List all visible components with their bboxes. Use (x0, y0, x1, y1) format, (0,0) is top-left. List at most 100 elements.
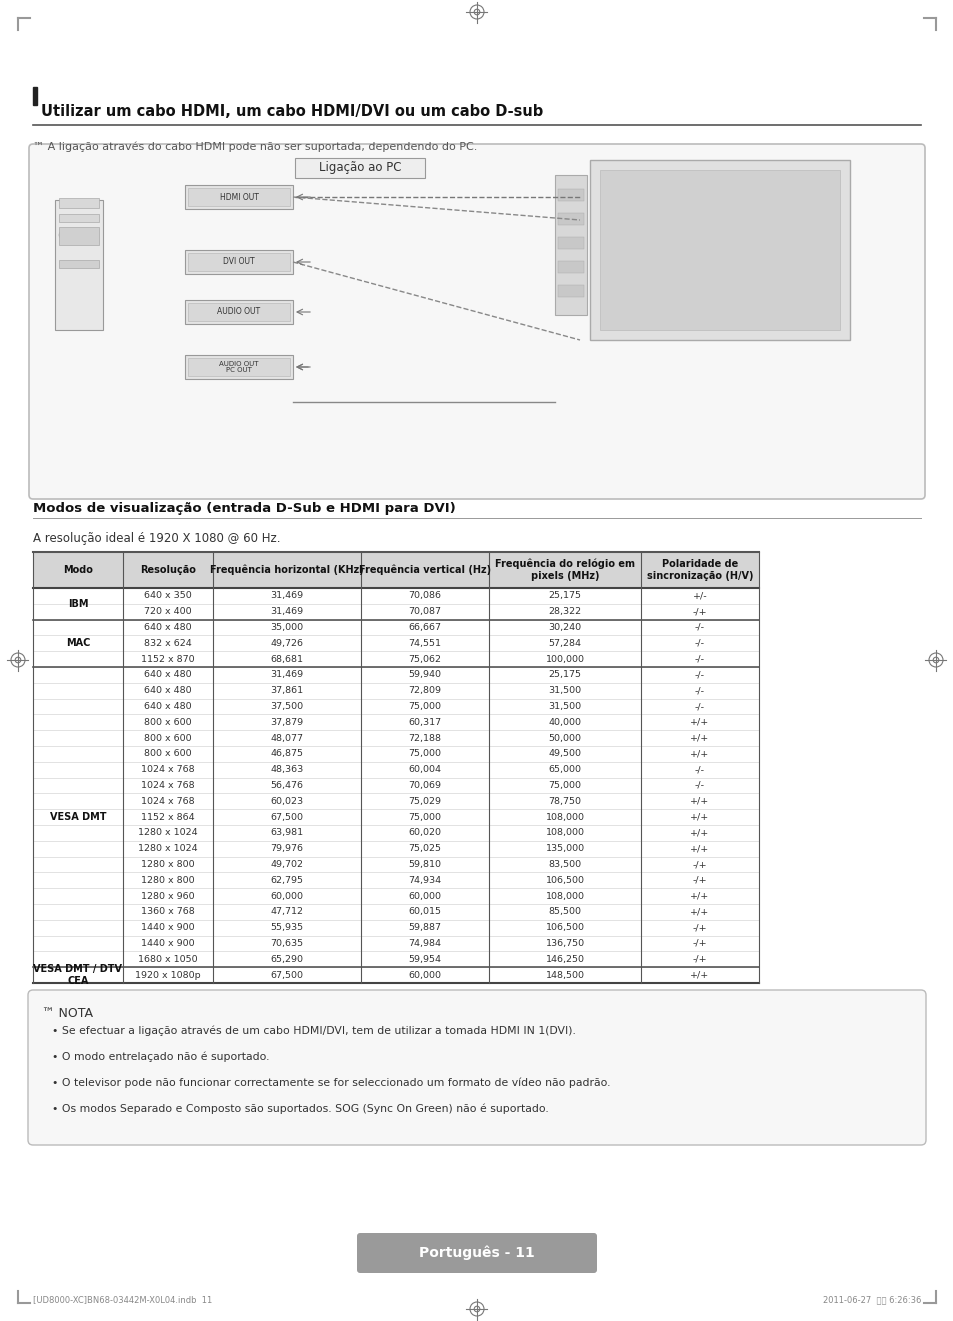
Text: 49,702: 49,702 (271, 860, 303, 869)
Bar (33, 683, 759, 699)
Bar (59, 198, 99, 207)
Bar (188, 358, 290, 376)
Text: • Se efectuar a ligação através de um cabo HDMI/DVI, tem de utilizar a tomada HD: • Se efectuar a ligação através de um ca… (52, 1025, 576, 1036)
Text: 800 x 600: 800 x 600 (144, 717, 192, 727)
Text: 59,887: 59,887 (408, 923, 441, 933)
Bar (33, 552, 759, 588)
Text: 1440 x 900: 1440 x 900 (141, 923, 194, 933)
Text: 62,795: 62,795 (271, 876, 303, 885)
Text: 79,976: 79,976 (271, 844, 303, 853)
Text: 60,000: 60,000 (408, 892, 441, 901)
Text: 31,500: 31,500 (548, 686, 581, 695)
Text: 640 x 480: 640 x 480 (144, 624, 192, 631)
Text: -/-: -/- (695, 765, 704, 774)
Text: 25,175: 25,175 (548, 670, 581, 679)
Text: +/+: +/+ (690, 797, 709, 806)
Text: 75,025: 75,025 (408, 844, 441, 853)
Text: 28,322: 28,322 (548, 608, 581, 616)
Text: +/-: +/- (692, 592, 706, 601)
Text: -/+: -/+ (692, 923, 706, 933)
Text: 60,020: 60,020 (408, 828, 441, 838)
Text: 70,635: 70,635 (270, 939, 303, 948)
Text: DVI OUT: DVI OUT (223, 258, 254, 267)
Text: ™ A ligação através do cabo HDMI pode não ser suportada, dependendo do PC.: ™ A ligação através do cabo HDMI pode nã… (33, 141, 476, 152)
Text: 46,875: 46,875 (271, 749, 303, 758)
Bar (185, 300, 293, 324)
Bar (33, 87, 37, 104)
Text: 66,667: 66,667 (408, 624, 441, 631)
Text: -/+: -/+ (692, 860, 706, 869)
Text: AUDIO OUT
PC OUT: AUDIO OUT PC OUT (219, 361, 258, 374)
Bar (33, 746, 759, 762)
Text: 59,940: 59,940 (408, 670, 441, 679)
Bar (55, 199, 103, 330)
Text: [UD8000-XC]BN68-03442M-X0L04.indb  11: [UD8000-XC]BN68-03442M-X0L04.indb 11 (33, 1296, 212, 1305)
Bar (33, 588, 759, 604)
Text: -/+: -/+ (692, 608, 706, 616)
Text: Português - 11: Português - 11 (418, 1246, 535, 1260)
Text: IBM: IBM (68, 598, 89, 609)
Text: 57,284: 57,284 (548, 639, 581, 647)
Text: -/+: -/+ (692, 955, 706, 964)
Text: 48,077: 48,077 (271, 733, 303, 742)
Text: 59,810: 59,810 (408, 860, 441, 869)
Text: 640 x 480: 640 x 480 (144, 686, 192, 695)
Text: 65,290: 65,290 (271, 955, 303, 964)
Bar (33, 667, 759, 683)
Text: Resolução: Resolução (140, 565, 195, 575)
Text: 136,750: 136,750 (545, 939, 584, 948)
Text: 75,029: 75,029 (408, 797, 441, 806)
Text: 83,500: 83,500 (548, 860, 581, 869)
Text: 720 x 400: 720 x 400 (144, 608, 192, 616)
Bar (33, 904, 759, 919)
Text: +/+: +/+ (690, 733, 709, 742)
Text: 1280 x 1024: 1280 x 1024 (138, 844, 197, 853)
Text: 56,476: 56,476 (271, 781, 303, 790)
Text: 37,500: 37,500 (270, 701, 303, 711)
Text: Modos de visualização (entrada D-Sub e HDMI para DVI): Modos de visualização (entrada D-Sub e H… (33, 502, 456, 515)
Bar (33, 762, 759, 778)
Bar (33, 731, 759, 746)
Text: +/+: +/+ (690, 971, 709, 980)
Bar (558, 213, 583, 225)
Bar (33, 840, 759, 856)
Text: 1024 x 768: 1024 x 768 (141, 765, 194, 774)
Bar (33, 778, 759, 794)
Text: 65,000: 65,000 (548, 765, 581, 774)
Text: 25,175: 25,175 (548, 592, 581, 601)
Text: 75,000: 75,000 (548, 781, 581, 790)
Text: Frequência do relógio em
pixels (MHz): Frequência do relógio em pixels (MHz) (495, 559, 635, 581)
Text: 75,000: 75,000 (408, 812, 441, 822)
Text: 85,500: 85,500 (548, 908, 581, 917)
Text: 108,000: 108,000 (545, 828, 584, 838)
Text: 1280 x 800: 1280 x 800 (141, 876, 194, 885)
Text: HDMI OUT: HDMI OUT (219, 193, 258, 202)
Text: 640 x 350: 640 x 350 (144, 592, 192, 601)
Text: 68,681: 68,681 (271, 655, 303, 663)
Bar (558, 189, 583, 201)
Text: 106,500: 106,500 (545, 876, 584, 885)
Text: Polaridade de
sincronização (H/V): Polaridade de sincronização (H/V) (646, 559, 753, 581)
Text: 135,000: 135,000 (545, 844, 584, 853)
Text: • O modo entrelaçado não é suportado.: • O modo entrelaçado não é suportado. (52, 1052, 269, 1062)
Text: +/+: +/+ (690, 844, 709, 853)
Bar (558, 285, 583, 297)
Bar (33, 794, 759, 810)
Text: 1680 x 1050: 1680 x 1050 (138, 955, 197, 964)
FancyBboxPatch shape (356, 1232, 597, 1273)
Circle shape (59, 231, 67, 239)
Text: 50,000: 50,000 (548, 733, 581, 742)
Bar (33, 620, 759, 635)
Text: 49,500: 49,500 (548, 749, 581, 758)
Text: 640 x 480: 640 x 480 (144, 670, 192, 679)
Bar (33, 888, 759, 904)
Text: 800 x 600: 800 x 600 (144, 733, 192, 742)
Text: 75,000: 75,000 (408, 701, 441, 711)
Text: 800 x 600: 800 x 600 (144, 749, 192, 758)
Text: 60,000: 60,000 (271, 892, 303, 901)
Bar (185, 250, 293, 273)
Text: 72,809: 72,809 (408, 686, 441, 695)
Bar (33, 856, 759, 872)
Text: 2011-06-27  오후 6:26:36: 2011-06-27 오후 6:26:36 (821, 1296, 920, 1305)
Bar (33, 919, 759, 935)
